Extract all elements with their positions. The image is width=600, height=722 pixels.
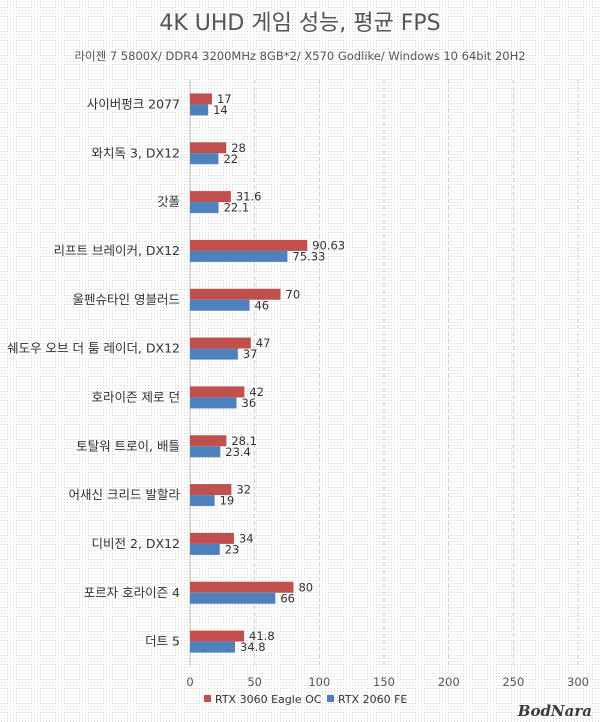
chart-subtitle: 라이젠 7 5800X/ DDR4 3200MHz 8GB*2/ X570 Go…	[74, 49, 525, 63]
watermark-logo: BodNara	[517, 702, 592, 720]
x-tick-label: 100	[308, 675, 330, 689]
data-label: 75.33	[292, 249, 325, 263]
bar	[190, 348, 238, 360]
data-label: 22	[223, 152, 238, 166]
data-label: 28	[231, 141, 246, 155]
bar	[190, 484, 232, 496]
category-label: 갓폴	[157, 194, 180, 209]
data-label: 22.1	[224, 201, 250, 215]
category-label: 쉐도우 오브 더 툼 레이더, DX12	[7, 341, 180, 356]
grid: 0 50 100 150 200 250 300	[186, 80, 589, 689]
bar	[190, 104, 209, 116]
data-label: 37	[243, 347, 258, 361]
bar	[190, 495, 215, 507]
data-label: 31.6	[236, 190, 262, 204]
bar	[190, 93, 212, 105]
data-label: 23	[225, 542, 240, 556]
bar	[190, 581, 294, 593]
category-label: 와치독 3, DX12	[92, 145, 180, 160]
data-label: 17	[217, 92, 232, 106]
bars	[190, 93, 308, 653]
bar	[190, 239, 308, 251]
x-tick-label: 300	[567, 675, 589, 689]
legend: RTX 3060 Eagle OC RTX 2060 FE	[204, 693, 407, 706]
data-label: 34.8	[240, 640, 266, 654]
bar	[190, 299, 250, 311]
chart-title: 4K UHD 게임 성능, 평균 FPS	[159, 11, 440, 36]
data-label: 46	[254, 298, 269, 312]
category-label: 더트 5	[145, 634, 180, 649]
x-tick-label: 150	[373, 675, 395, 689]
category-label: 어새신 크리드 발할라	[69, 487, 181, 502]
bar	[190, 153, 219, 165]
bar	[190, 288, 281, 300]
data-label: 90.63	[312, 238, 345, 252]
bar	[190, 397, 237, 409]
x-tick-label: 200	[438, 675, 460, 689]
category-label: 포르자 호라이즌 4	[84, 585, 180, 600]
category-label: 디비전 2, DX12	[92, 536, 180, 551]
data-label: 80	[298, 580, 313, 594]
legend-label: RTX 2060 FE	[338, 693, 407, 706]
data-label: 41.8	[249, 629, 275, 643]
category-label: 호라이즌 제로 던	[92, 389, 180, 404]
legend-swatch	[327, 695, 334, 702]
legend-label: RTX 3060 Eagle OC	[215, 693, 322, 706]
data-label: 14	[213, 103, 228, 117]
data-label: 32	[236, 483, 251, 497]
category-label: 사이버펑크 2077	[87, 96, 180, 111]
category-label: 토탈워 트로이, 배틀	[76, 438, 180, 453]
bar	[190, 446, 221, 458]
bar	[190, 250, 288, 262]
bar	[190, 543, 220, 555]
bar	[190, 532, 234, 544]
bar	[190, 142, 227, 154]
data-label: 47	[256, 336, 271, 350]
category-label: 울펜슈타인 영블러드	[73, 292, 180, 307]
bar	[190, 630, 245, 642]
bar	[190, 202, 219, 214]
bar	[190, 592, 276, 604]
bar	[190, 337, 251, 349]
data-label: 42	[249, 385, 264, 399]
data-label: 66	[280, 591, 295, 605]
bar	[190, 386, 245, 398]
bar	[190, 641, 236, 653]
x-tick-label: 0	[186, 675, 193, 689]
bar	[190, 435, 227, 447]
data-label: 19	[220, 494, 235, 508]
data-label: 36	[242, 396, 257, 410]
category-label: 리프트 브레이커, DX12	[53, 243, 180, 258]
data-label: 70	[286, 287, 301, 301]
x-tick-label: 50	[247, 675, 262, 689]
data-label: 23.4	[225, 445, 251, 459]
bar	[190, 191, 231, 203]
data-label: 34	[239, 531, 254, 545]
x-tick-label: 250	[502, 675, 524, 689]
data-label: 28.1	[231, 434, 257, 448]
legend-swatch	[204, 695, 211, 702]
